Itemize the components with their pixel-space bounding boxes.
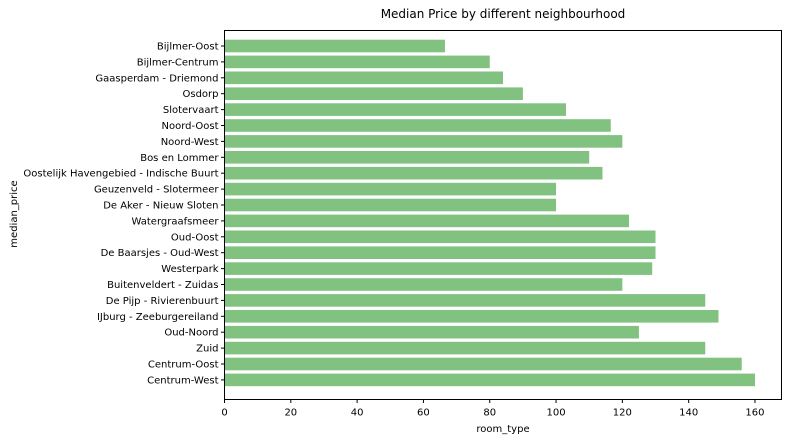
x-tick-label: 100 xyxy=(547,408,566,419)
y-tick-label: Buitenveldert - Zuidas xyxy=(107,280,218,291)
bar xyxy=(224,103,566,116)
y-tick-label: IJburg - Zeeburgereiland xyxy=(97,312,219,323)
bar xyxy=(224,341,706,355)
x-tick-label: 80 xyxy=(483,408,496,419)
x-tick-label: 60 xyxy=(417,408,430,419)
y-tick-label: Oud-Noord xyxy=(164,328,218,339)
y-tick-label: Bijlmer-Centrum xyxy=(137,57,219,68)
y-tick-label: Westerpark xyxy=(161,264,218,275)
bar xyxy=(224,294,706,307)
x-axis-label: room_type xyxy=(476,424,529,435)
bar xyxy=(224,325,639,339)
y-tick-label: Centrum-Oost xyxy=(148,360,219,371)
chart-title: Median Price by different neighbourhood xyxy=(381,7,626,21)
y-tick-label: Oostelijk Havengebied - Indische Buurt xyxy=(23,169,218,180)
y-tick-label: De Baarsjes - Oud-West xyxy=(101,248,219,259)
y-tick-label: Bijlmer-Oost xyxy=(157,42,219,53)
bar xyxy=(224,246,656,259)
bar xyxy=(224,214,629,228)
y-tick-label: De Pijp - Rivierenbuurt xyxy=(106,296,219,307)
bar xyxy=(224,55,490,69)
bars-group xyxy=(224,39,755,387)
bar xyxy=(224,151,590,164)
y-tick-label: De Aker - Nieuw Sloten xyxy=(103,201,218,212)
bar xyxy=(224,166,603,180)
y-tick-label: Osdorp xyxy=(182,89,218,100)
bar xyxy=(224,262,653,275)
bar xyxy=(224,135,623,148)
x-tick-label: 40 xyxy=(351,408,364,419)
bar xyxy=(224,87,523,100)
x-tick-label: 20 xyxy=(284,408,297,419)
bar xyxy=(224,357,742,371)
bar xyxy=(224,278,623,291)
x-tick-label: 0 xyxy=(221,408,227,419)
x-axis-ticks: 0 20 40 60 80 100 120 140 160 xyxy=(221,399,765,419)
bar xyxy=(224,119,611,132)
y-tick-label: Watergraafsmeer xyxy=(132,216,220,227)
y-tick-label: Oud-Oost xyxy=(171,232,219,243)
y-tick-label: Zuid xyxy=(196,344,218,355)
y-tick-label: Gaasperdam - Driemond xyxy=(95,73,218,84)
bar xyxy=(224,310,719,323)
y-tick-label: Centrum-West xyxy=(147,375,218,386)
y-tick-label: Geuzenveld - Slotermeer xyxy=(94,185,219,196)
bar xyxy=(224,182,557,196)
y-tick-label: Noord-Oost xyxy=(161,121,218,132)
bar xyxy=(224,198,557,212)
x-tick-label: 140 xyxy=(679,408,698,419)
y-axis-label: median_price xyxy=(9,180,20,247)
bar xyxy=(224,39,445,53)
y-tick-label: Bos en Lommer xyxy=(140,153,219,164)
y-axis-ticks: Bijlmer-Oost Bijlmer-Centrum Gaasperdam - … xyxy=(23,42,225,386)
bar xyxy=(224,373,755,387)
bar xyxy=(224,71,503,85)
bar xyxy=(224,230,656,244)
y-tick-label: Noord-West xyxy=(161,137,219,148)
y-tick-label: Slotervaart xyxy=(163,105,219,116)
x-tick-label: 120 xyxy=(613,408,632,419)
x-tick-label: 160 xyxy=(745,408,764,419)
plot-frame xyxy=(224,30,782,400)
